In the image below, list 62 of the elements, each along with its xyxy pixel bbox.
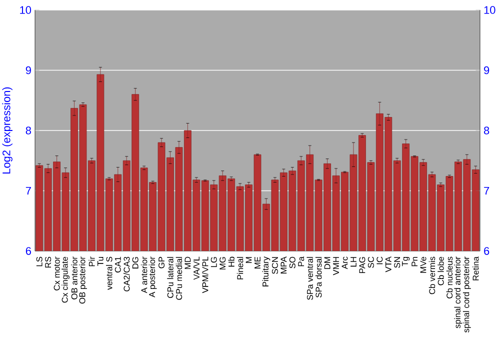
x-tick-label: Pa bbox=[298, 256, 304, 266]
x-tick-label: MPA bbox=[280, 256, 287, 274]
x-tick-label: Cb nucleus bbox=[446, 256, 453, 298]
x-tick-label: VPM/VPL bbox=[202, 256, 208, 294]
x-tick-label: LG bbox=[210, 257, 217, 268]
x-tick-label: OB anterior bbox=[71, 256, 78, 300]
y2-tick-label: 10 bbox=[484, 6, 496, 14]
x-tick-label: SPa ventral bbox=[306, 257, 313, 300]
x-tick-label: Pir bbox=[88, 256, 95, 266]
y-axis-title: Log2 (expression) bbox=[2, 87, 12, 174]
x-tick-label: Arc bbox=[342, 256, 348, 270]
x-tick-label: Tg bbox=[402, 256, 410, 266]
x-tick-label: SN bbox=[394, 257, 400, 268]
x-tick-label: Retina bbox=[472, 256, 479, 280]
x-tick-label: A anterior bbox=[140, 256, 148, 294]
x-tick-label: Cb vermis bbox=[428, 256, 436, 294]
y2-tick-label: 7 bbox=[484, 186, 490, 195]
x-tick-label: SC bbox=[368, 256, 374, 268]
x-tick-label: LH bbox=[350, 257, 356, 267]
x-tick-label: SO bbox=[289, 256, 296, 268]
x-tick-label: Hb bbox=[228, 256, 234, 267]
x-tick-label: CPu medial bbox=[176, 257, 182, 300]
x-tick-label: VMH bbox=[333, 257, 339, 276]
x-tick-label: DG bbox=[132, 257, 138, 268]
x-tick-label: Cx cingulate bbox=[62, 256, 70, 303]
x-tick-label: LS bbox=[36, 256, 42, 266]
y-tick-label: 8 bbox=[26, 126, 31, 134]
x-tick-label: GP bbox=[158, 256, 165, 268]
y2-tick-label: 8 bbox=[484, 126, 490, 134]
x-tick-label: MVe bbox=[420, 256, 426, 273]
x-tick-label: ME bbox=[254, 256, 260, 268]
x-tick-label: CPu lateral bbox=[167, 257, 174, 298]
y-tick-label: 9 bbox=[26, 66, 31, 74]
y-tick-label: 10 bbox=[20, 6, 32, 14]
x-tick-label: Pn bbox=[412, 257, 418, 266]
x-tick-label: CA2/CA3 bbox=[124, 256, 130, 292]
x-tick-label: SCN bbox=[272, 257, 278, 274]
x-tick-label: IC bbox=[376, 256, 383, 264]
x-tick-label: ventral S bbox=[106, 256, 112, 290]
x-tick-label: spinal cord posterior bbox=[462, 256, 471, 332]
y-tick-label: 6 bbox=[26, 247, 31, 255]
x-tick-label: Cx motor bbox=[54, 256, 60, 290]
x-tick-label: Cb lobe bbox=[438, 256, 444, 286]
x-tick-label: SPa dorsal bbox=[315, 257, 322, 298]
x-tick-label: CA1 bbox=[114, 256, 121, 272]
x-tick-label: Pineal bbox=[236, 257, 244, 280]
x-tick-label: MG bbox=[220, 257, 226, 270]
y2-tick-label: 6 bbox=[484, 247, 490, 255]
x-tick-label: DM bbox=[324, 257, 330, 269]
x-tick-label: PAG bbox=[359, 257, 366, 274]
y-tick-label: 7 bbox=[26, 186, 31, 195]
x-tick-label: MD bbox=[184, 256, 191, 269]
x-tick-label: spinal cord anterior bbox=[454, 256, 462, 328]
x-tick-label: A posterior bbox=[148, 256, 157, 298]
x-tick-label: Tu bbox=[97, 257, 104, 266]
x-tick-label: OB posterior bbox=[79, 256, 87, 304]
x-tick-label: VA/VL bbox=[193, 256, 200, 280]
x-tick-label: Pituitary bbox=[262, 256, 270, 286]
y2-tick-label: 9 bbox=[484, 66, 490, 74]
x-tick-label: VTA bbox=[385, 256, 392, 272]
x-tick-label: M bbox=[246, 257, 252, 263]
x-tick-label: RS bbox=[45, 256, 52, 268]
